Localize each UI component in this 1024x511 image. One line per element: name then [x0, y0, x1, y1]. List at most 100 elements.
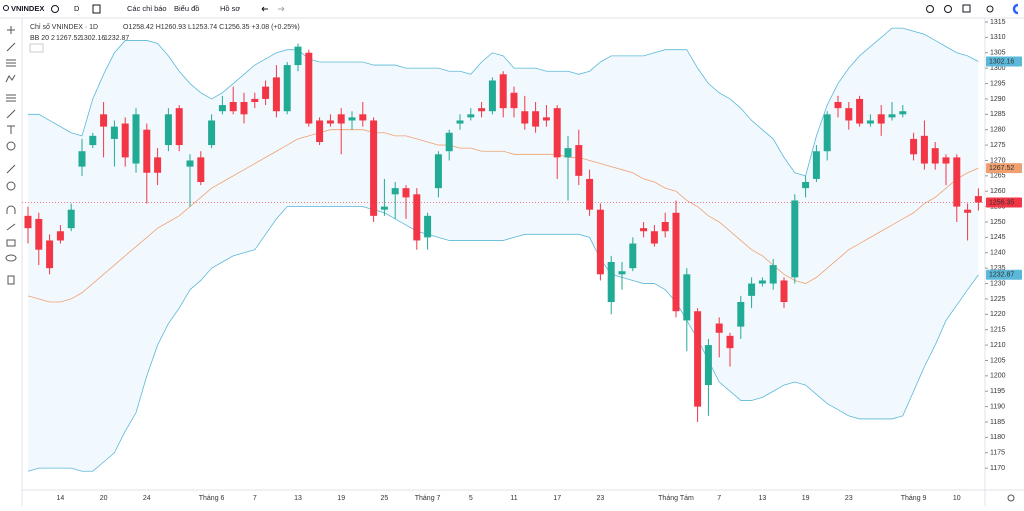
- candle-body: [380, 206, 388, 210]
- candle-body: [89, 135, 97, 146]
- indicators[interactable]: Các chỉ báo: [127, 4, 167, 13]
- candle-body: [931, 148, 939, 164]
- visibility-tool[interactable]: [5, 254, 17, 262]
- search-icon[interactable]: [3, 5, 9, 11]
- candle-body: [834, 102, 842, 109]
- candle-body: [499, 74, 507, 109]
- y-tick-label: 1225: [990, 296, 1006, 303]
- x-tick-label: 10: [953, 495, 961, 502]
- chart-title: Chỉ số VNINDEX · 1D: [30, 22, 98, 31]
- lock-tool[interactable]: [6, 239, 16, 247]
- candle-body: [564, 148, 572, 158]
- symbol[interactable]: VNINDEX: [11, 4, 44, 13]
- candle-body: [888, 114, 896, 118]
- y-tick-label: 1305: [990, 50, 1006, 57]
- candle-body: [110, 126, 118, 139]
- candle-body: [769, 265, 777, 284]
- candle-body: [424, 215, 432, 238]
- profile[interactable]: Hồ sơ: [220, 4, 240, 13]
- y-tick-label: 1220: [990, 311, 1006, 318]
- ohlc-text: O1258.42 H1260.93 L1253.74 C1256.35 +3.0…: [123, 24, 300, 31]
- y-tick-label: 1175: [990, 450, 1005, 457]
- y-tick-label: 1245: [990, 234, 1006, 241]
- y-tick-label: 1295: [990, 80, 1006, 87]
- interval[interactable]: D: [74, 4, 80, 13]
- y-tick-label: 1195: [990, 388, 1005, 395]
- settings[interactable]: [944, 5, 952, 13]
- candle-body: [121, 123, 129, 158]
- x-tick-label: 5: [469, 495, 473, 502]
- zoom-tool[interactable]: [6, 181, 16, 191]
- fib-tool[interactable]: [6, 59, 16, 67]
- add-symbol[interactable]: [51, 5, 59, 13]
- candle-body: [208, 120, 216, 146]
- candle-body: [359, 114, 367, 121]
- y-tick-label: 1235: [990, 265, 1006, 272]
- x-tick-label: 19: [802, 495, 810, 502]
- y-tick-label: 1265: [990, 173, 1006, 180]
- candle-body: [445, 132, 453, 152]
- candle-body: [413, 194, 421, 241]
- collapse-button[interactable]: [29, 43, 44, 53]
- candle-body: [856, 98, 864, 124]
- candle-body: [56, 231, 64, 241]
- y-tick-label: 1285: [990, 111, 1006, 118]
- chart-type[interactable]: Biểu đồ: [174, 4, 199, 13]
- price-badge: [986, 163, 1022, 174]
- y-tick-label: 1275: [990, 142, 1006, 149]
- candle-body: [402, 188, 410, 198]
- crosshair-tool[interactable]: [7, 26, 15, 34]
- candle-body: [391, 188, 399, 195]
- y-tick-label: 1210: [990, 342, 1006, 349]
- y-tick-label: 1250: [990, 219, 1006, 226]
- candle-body: [920, 135, 928, 164]
- candle-body: [953, 157, 961, 207]
- share[interactable]: [986, 5, 994, 13]
- y-tick-label: 1315: [990, 19, 1006, 26]
- candle-body: [974, 196, 982, 203]
- band-line: [27, 129, 979, 303]
- redo[interactable]: [278, 6, 285, 12]
- bar-style[interactable]: [92, 4, 101, 14]
- ruler-tool[interactable]: [6, 164, 16, 174]
- candle-body: [175, 108, 183, 146]
- icon-tool[interactable]: [6, 141, 16, 151]
- candle-body: [488, 80, 496, 112]
- candle-body: [672, 212, 680, 312]
- x-tick-label: 11: [510, 495, 517, 502]
- x-tick-label: Tháng 7: [415, 495, 441, 502]
- candle-body: [532, 111, 540, 127]
- x-tick-label: 13: [294, 495, 302, 502]
- delete-tool[interactable]: [7, 275, 15, 285]
- y-tick-label: 1300: [990, 65, 1006, 72]
- candle-body: [596, 209, 604, 275]
- lock-draw-tool[interactable]: [6, 223, 16, 231]
- pattern-tool[interactable]: [5, 74, 16, 83]
- indicator-label: BB 20 2: [30, 35, 55, 42]
- candle-body: [704, 345, 712, 386]
- candle-body: [845, 108, 853, 121]
- axis-settings[interactable]: [1007, 494, 1015, 502]
- candle-body: [251, 98, 259, 102]
- candle-body: [143, 129, 151, 173]
- undo[interactable]: [261, 6, 268, 12]
- candle-body: [337, 114, 345, 124]
- candle-body: [434, 154, 442, 189]
- candle-body: [629, 243, 637, 269]
- price-badge-label: 1232.87: [989, 272, 1014, 279]
- brush-tool[interactable]: [6, 109, 16, 119]
- projection-tool[interactable]: [6, 94, 16, 102]
- trend-tool[interactable]: [6, 42, 16, 52]
- candle-body: [24, 215, 32, 229]
- candle-body: [305, 52, 313, 124]
- indicator-value: 1232.87: [104, 35, 129, 42]
- x-tick-label: Tháng 9: [901, 495, 927, 502]
- indicator-value: 1302.16: [80, 35, 105, 42]
- fullscreen[interactable]: [962, 4, 971, 13]
- magnet-tool[interactable]: [6, 205, 16, 214]
- text-tool[interactable]: [7, 125, 15, 134]
- alert[interactable]: [926, 5, 934, 13]
- candle-body: [326, 120, 334, 124]
- candle-body: [553, 108, 561, 158]
